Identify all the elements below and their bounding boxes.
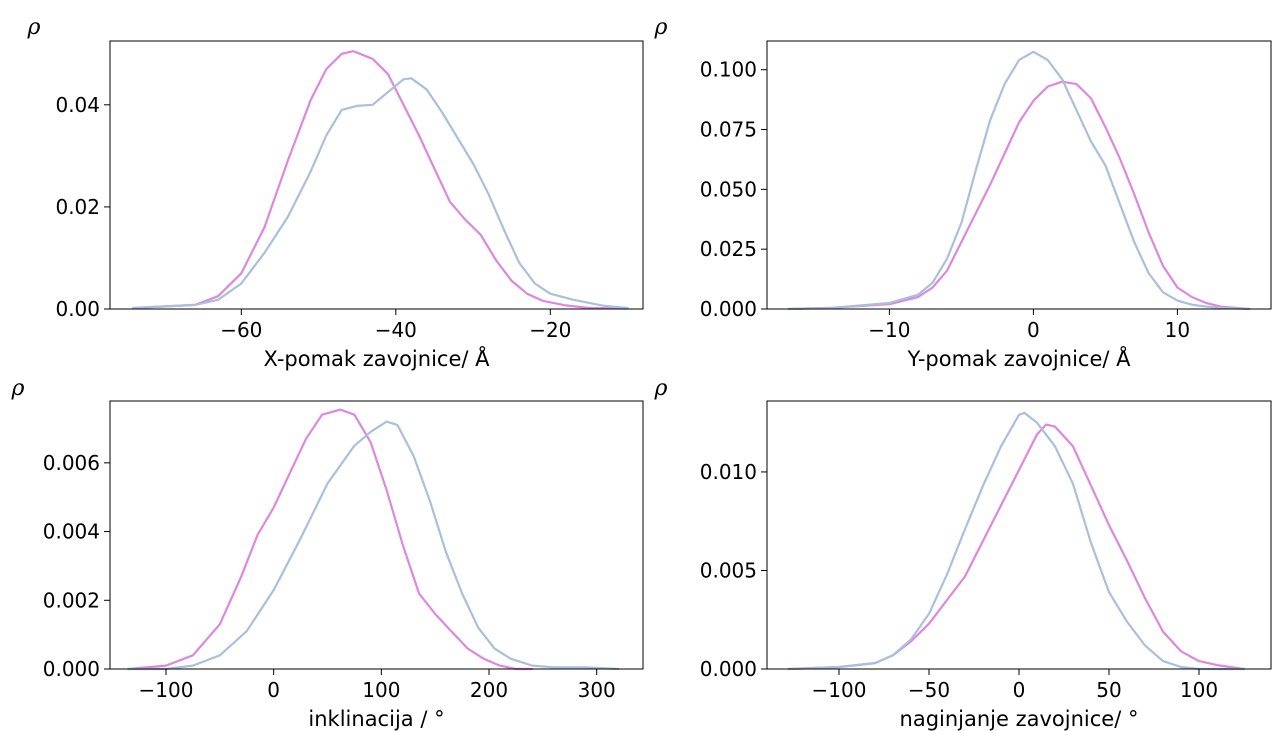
x-tick-label: 10: [1165, 318, 1190, 342]
x-axis-label: Y-pomak zavojnice/ Å: [907, 345, 1132, 371]
x-tick-label: 0: [1027, 318, 1040, 342]
y-tick-label: 0.000: [43, 657, 100, 681]
x-tick-label: 0: [267, 678, 280, 702]
y-tick-label: 0.050: [700, 177, 757, 201]
chart-panel-bottom-left: −100 0 100 200 300 0.000 0.002 0.004 0.006 inklin…: [11, 376, 644, 731]
y-tick-label: 0.100: [700, 58, 757, 82]
y-tick-label: 0.006: [43, 451, 100, 475]
x-tick-label: 100: [1180, 678, 1218, 702]
density-curve-2: [787, 50, 1251, 311]
y-tick-label: 0.075: [700, 118, 757, 142]
density-curve-2: [127, 420, 620, 671]
y-tick-label: 0.000: [700, 657, 757, 681]
x-axis-label: X-pomak zavojnice/ Å: [264, 345, 491, 371]
x-tick-label: −10: [868, 318, 910, 342]
y-tick-label: 0.004: [43, 520, 100, 544]
x-axis-label: inklinacija / °: [308, 707, 444, 731]
y-axis-label: ρ: [27, 15, 41, 40]
y-tick-label: 0.005: [700, 558, 757, 582]
y-tick-label: 0.02: [55, 195, 100, 219]
y-axis-label: ρ: [654, 15, 668, 40]
plot-frame: [766, 40, 1272, 310]
y-tick-label: 0.00: [55, 297, 100, 321]
density-curve-2: [132, 77, 629, 310]
y-tick-label: 0.010: [700, 460, 757, 484]
y-tick-label: 0.04: [55, 93, 100, 117]
chart-panel-top-left: −60 −40 −20 0.00 0.02 0.04 X-pomak zavojnice/ …: [27, 15, 644, 371]
plot-frame: [109, 400, 644, 670]
chart-panel-bottom-right: −100 −50 0 50 100 0.000 0.005 0.010 naginjanje z…: [654, 376, 1272, 731]
x-tick-label: −100: [812, 678, 867, 702]
x-axis-label: naginjanje zavojnice/ °: [900, 707, 1139, 731]
x-tick-label: −100: [139, 678, 194, 702]
y-tick-label: 0.002: [43, 588, 100, 612]
y-axis-label: ρ: [654, 376, 668, 401]
x-tick-label: −50: [908, 678, 950, 702]
plot-frame: [766, 400, 1272, 670]
x-tick-label: 50: [1096, 678, 1121, 702]
x-tick-label: −40: [375, 318, 417, 342]
y-tick-label: 0.025: [700, 237, 757, 261]
density-curve-1: [787, 423, 1246, 671]
density-curve-1: [787, 80, 1251, 311]
density-curve-1: [132, 50, 629, 310]
x-tick-label: −60: [220, 318, 262, 342]
chart-panel-top-right: −10 0 10 0.000 0.025 0.050 0.075 0.100 Y-pomak z…: [654, 15, 1272, 371]
x-tick-label: 200: [470, 678, 508, 702]
y-axis-label: ρ: [11, 376, 25, 401]
x-tick-label: −20: [529, 318, 571, 342]
plot-frame: [109, 40, 644, 310]
density-curve-2: [787, 411, 1246, 671]
x-tick-label: 0: [1013, 678, 1026, 702]
x-tick-label: 300: [578, 678, 616, 702]
density-curve-1: [127, 408, 534, 671]
x-tick-label: 100: [362, 678, 400, 702]
y-tick-label: 0.000: [700, 297, 757, 321]
